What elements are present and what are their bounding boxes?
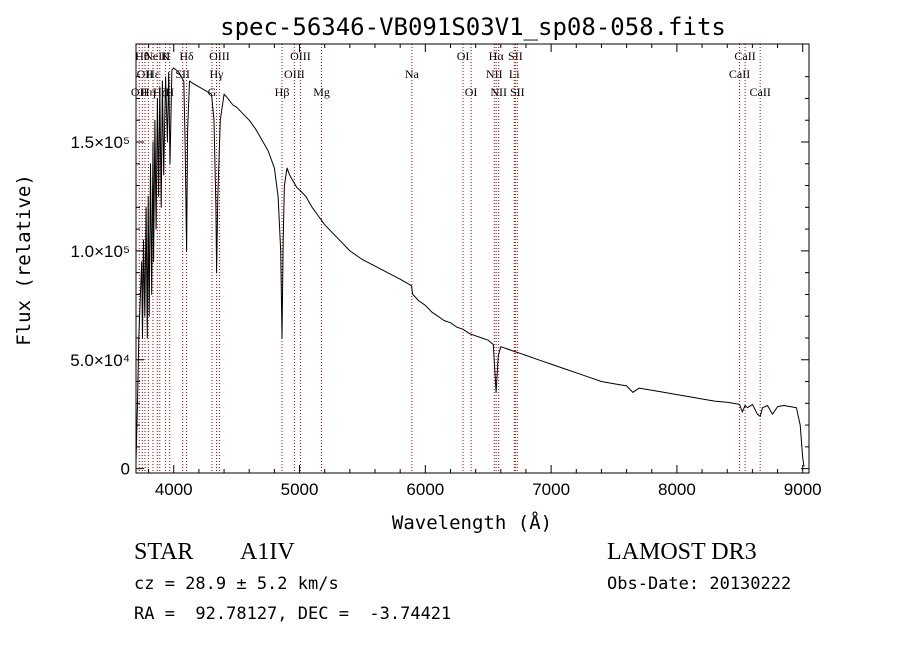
line-label-12: Hγ [210,67,225,81]
line-label-8: H [165,85,174,99]
line-label-11: G [208,85,217,99]
object-type: STAR [134,539,194,565]
line-label-17: Mg [313,85,330,99]
line-label-28: CaII [734,49,755,63]
line-label-18: Na [405,67,420,81]
line-label-26: SII [510,85,525,99]
x-tick-label-3: 7000 [532,480,570,499]
line-label-3: Hη [141,85,156,99]
x-axis: 4000 5000 6000 7000 8000 9000 [148,44,822,499]
line-label-14: Hβ [275,85,290,99]
x-tick-label-2: 6000 [406,480,444,499]
plot-frame [135,43,810,474]
x-tick-label-0: 4000 [155,480,193,499]
spectrum-line-0 [135,67,805,467]
y-tick-label-2: 1.0×10⁵ [70,242,130,261]
line-label-13: OIII [209,49,230,63]
line-label-24: Li [509,67,520,81]
x-tick-label-1: 5000 [281,480,319,499]
x-tick-label-4: 8000 [658,480,696,499]
y-tick-label-3: 1.5×10⁵ [70,133,130,152]
spectrum-layer [135,67,805,467]
line-label-21: NII [486,67,503,81]
line-label-29: CaII [750,85,771,99]
line-label-23: NII [490,85,507,99]
line-label-15: OIII [284,67,305,81]
survey-name: LAMOST DR3 [607,539,757,565]
observation-date: Obs-Date: 20130222 [607,574,792,594]
redshift-velocity: cz = 28.9 ± 5.2 km/s [134,574,339,594]
x-tick-label-5: 9000 [784,480,822,499]
line-label-27: CaII [729,67,750,81]
chart-title: spec-56346-VB091S03V1_sp08-058.fits [220,13,726,41]
x-axis-label: Wavelength (Å) [392,511,552,534]
line-label-0: OII [131,85,148,99]
line-label-19: OI [457,49,470,63]
line-label-16: OIII [290,49,311,63]
y-tick-label-0: 0 [121,460,130,479]
line-label-5: NeIII [144,49,170,63]
line-label-7: K [161,49,170,63]
emission-line-markers: OIIHθOIIHηHεNeIIIHζKHSIIHδGHγOIIIHβOIIIO… [131,44,771,473]
y-tick-label-1: 5.0×10⁴ [70,351,130,370]
object-subclass: A1IV [240,539,295,565]
line-label-20: OI [465,85,478,99]
line-label-22: Hα [489,49,505,63]
line-label-10: Hδ [179,49,194,63]
coordinates: RA = 92.78127, DEC = -3.74421 [134,604,452,624]
spectrum-chart: spec-56346-VB091S03V1_sp08-058.fits OIIH… [13,13,822,534]
line-label-1: Hθ [135,49,150,63]
line-label-4: Hε [146,67,160,81]
line-label-25: SII [508,49,523,63]
y-axis-label: Flux (relative) [13,174,35,346]
y-axis: 0 5.0×10⁴ 1.0×10⁵ 1.5×10⁵ [70,76,809,479]
line-label-2: OII [137,67,154,81]
